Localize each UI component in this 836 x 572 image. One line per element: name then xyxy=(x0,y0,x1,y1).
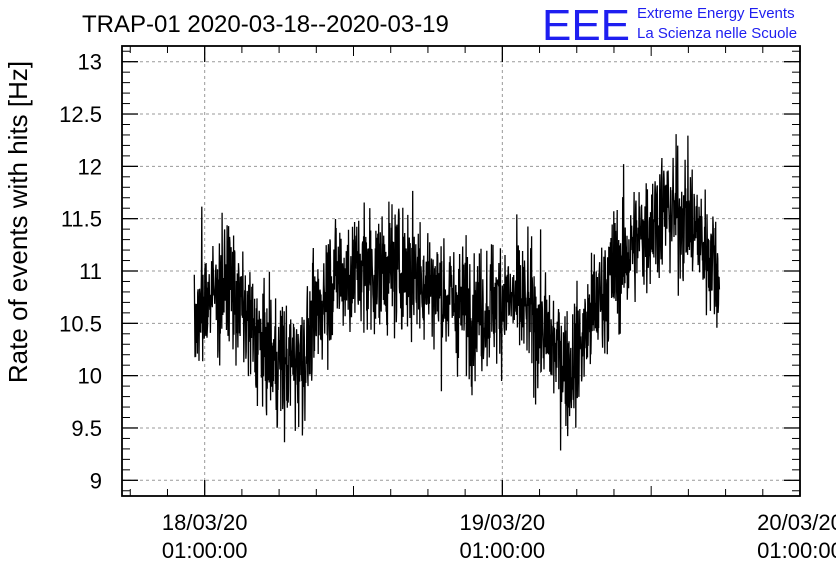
logo-line-2: La Scienza nelle Scuole xyxy=(637,25,797,42)
y-tick-label: 9.5 xyxy=(71,416,102,441)
chart-title: TRAP-01 2020-03-18--2020-03-19 xyxy=(82,11,449,38)
y-tick-label: 9 xyxy=(90,468,102,493)
y-tick-label: 13 xyxy=(78,50,102,75)
y-tick-label: 10.5 xyxy=(59,311,102,336)
eee-logo: EEE Extreme Energy Events La Scienza nel… xyxy=(542,1,797,50)
x-tick-time: 01:00:00 xyxy=(162,538,248,563)
y-tick-label: 12 xyxy=(78,154,102,179)
y-tick-label: 11.5 xyxy=(61,207,102,232)
series-line xyxy=(193,134,721,451)
x-tick-time: 01:00:00 xyxy=(460,538,546,563)
x-tick-date: 19/03/20 xyxy=(460,510,546,535)
x-tick-time: 01:00:00 xyxy=(757,538,836,563)
y-tick-label: 12.5 xyxy=(59,102,102,127)
y-tick-labels: 9 9.5 10 10.5 11 11.5 12 12.5 13 xyxy=(59,50,102,494)
series-path xyxy=(193,134,721,451)
y-tick-label: 10 xyxy=(78,364,102,389)
axes xyxy=(121,45,801,497)
logo-mark: EEE xyxy=(542,1,630,50)
x-tick-date: 18/03/20 xyxy=(162,510,248,535)
logo-line-1: Extreme Energy Events xyxy=(637,5,795,22)
y-tick-label: 11 xyxy=(79,259,102,284)
y-axis-label: Rate of events with hits [Hz] xyxy=(3,61,33,383)
x-tick-date: 20/03/20 xyxy=(757,510,836,535)
x-tick-labels: 18/03/20 01:00:00 19/03/20 01:00:00 20/03/20… xyxy=(162,510,836,563)
plot-frame xyxy=(121,45,801,497)
